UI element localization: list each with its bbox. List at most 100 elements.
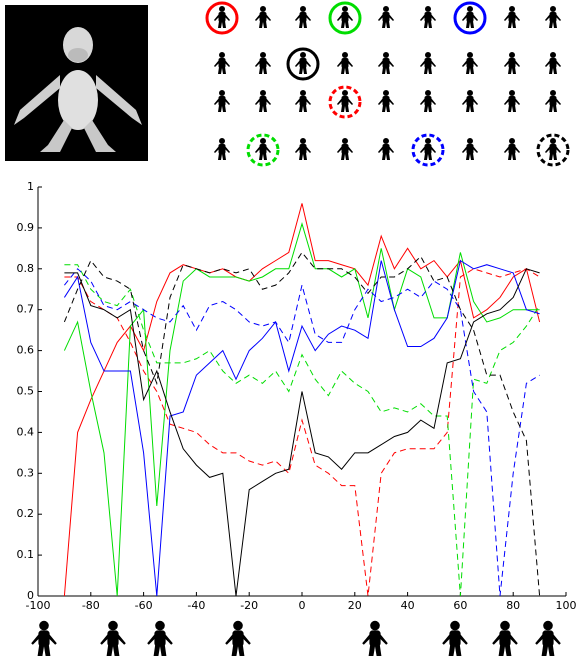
silhouette [462,90,478,112]
sil-body [383,12,390,22]
sil-legs [449,645,462,656]
sil-body [509,144,516,154]
figure: 00.10.20.30.40.50.60.70.80.91-100-80-60-… [0,0,588,665]
sil-legs [107,645,120,656]
silhouette [504,138,520,160]
sil-legs [259,21,267,28]
sil-head [383,138,389,144]
x-tick-label: -80 [82,599,100,612]
sil-legs [382,21,390,28]
silhouette [545,52,561,74]
sil-legs [466,153,474,160]
sil-legs [542,645,555,656]
x-tick-label: -60 [135,599,153,612]
sil-body [467,12,474,22]
sil-body [542,630,553,646]
sil-body [383,144,390,154]
sil-legs [466,67,474,74]
silhouette [255,6,271,28]
sil-body [300,144,307,154]
sil-head [300,138,306,144]
y-tick-label: 0.6 [17,344,35,357]
sil-head [342,6,348,12]
sil-head [300,90,306,96]
sil-body [425,144,432,154]
sil-legs [466,105,474,112]
silhouette [214,52,230,74]
sil-body [219,12,226,22]
silhouette [295,90,311,112]
sil-head [39,621,49,631]
sil-head [219,90,225,96]
sil-body [300,12,307,22]
y-tick-label: 0.4 [17,425,35,438]
sil-head [260,90,266,96]
sil-body [509,96,516,106]
sil-legs [341,21,349,28]
silhouette [504,52,520,74]
sil-legs [466,21,474,28]
silhouette [420,90,436,112]
sil-legs [341,105,349,112]
sil-body [467,144,474,154]
silhouette [504,6,520,28]
silhouette [337,52,353,74]
sil-body [342,96,349,106]
sil-legs [424,105,432,112]
sil-legs [549,153,557,160]
sil-legs [218,21,226,28]
sil-legs [218,67,226,74]
sil-head [543,621,553,631]
x-tick-label: 80 [506,599,520,612]
sil-head [467,52,473,58]
silhouette [147,621,173,656]
sil-body [342,144,349,154]
sil-legs [259,67,267,74]
silhouette [255,90,271,112]
sil-body [550,58,557,68]
sil-head [467,138,473,144]
sil-body [260,96,267,106]
silhouette [545,138,561,160]
silhouette [378,90,394,112]
x-tick-label: 100 [556,599,577,612]
silhouette [462,52,478,74]
sil-body [449,630,460,646]
silhouette [337,6,353,28]
sil-head [467,90,473,96]
sil-legs [424,21,432,28]
sil-legs [341,153,349,160]
silhouette [295,138,311,160]
sil-body [550,12,557,22]
sil-legs [508,153,516,160]
sil-legs [299,21,307,28]
sil-legs [424,153,432,160]
sil-head [342,138,348,144]
sil-head [425,52,431,58]
silhouette [545,6,561,28]
silhouette [214,6,230,28]
sil-head [370,621,380,631]
silhouette [492,621,518,656]
silhouette [378,52,394,74]
sil-head [233,621,243,631]
sil-legs [382,105,390,112]
x-tick-label: 60 [453,599,467,612]
page: {"chart_data": {"type": "line", "x": [-9… [0,0,588,669]
sil-legs [549,21,557,28]
sil-head [260,138,266,144]
y-tick-label: 0.9 [17,221,35,234]
sil-legs [259,153,267,160]
y-tick-label: 0.2 [17,507,35,520]
silhouette [31,621,57,656]
sil-head [509,52,515,58]
sil-head [219,52,225,58]
sil-legs [382,153,390,160]
sil-head [383,6,389,12]
sil-body [300,96,307,106]
sil-head [342,90,348,96]
sil-body [369,630,380,646]
sil-legs [508,67,516,74]
silhouette [420,6,436,28]
sil-legs [299,67,307,74]
